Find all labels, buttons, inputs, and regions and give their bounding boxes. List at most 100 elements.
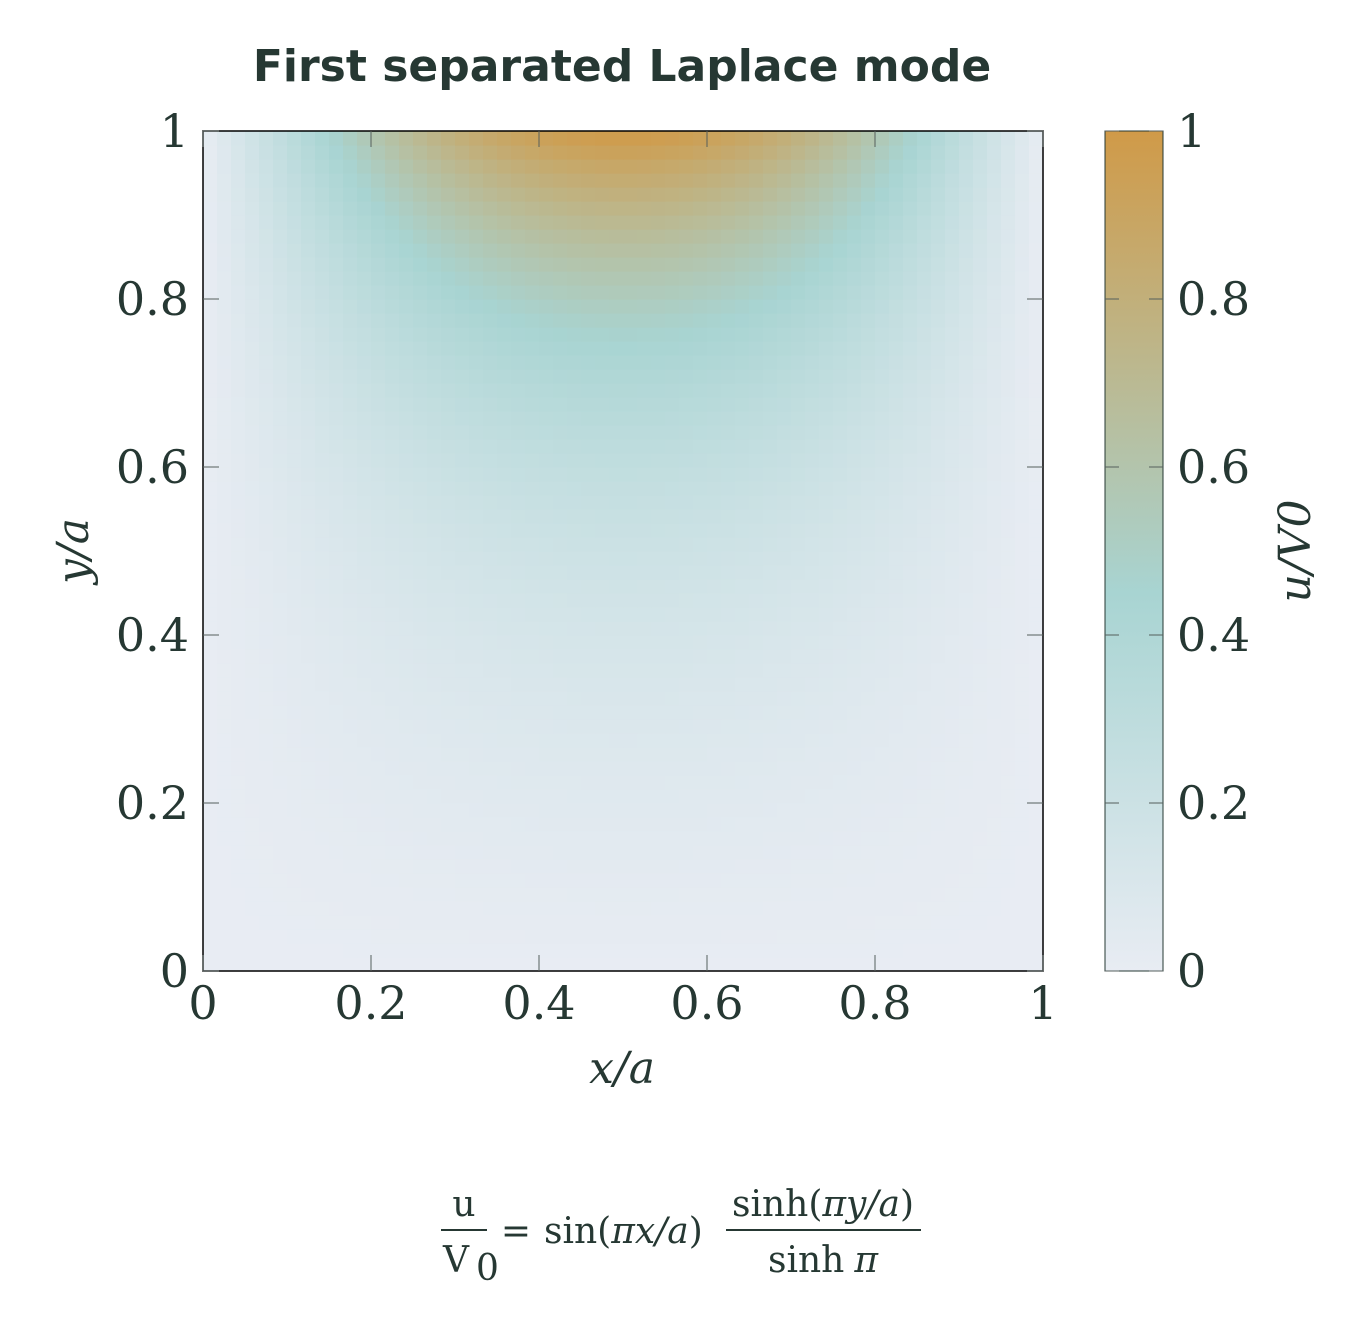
heatmap-cell xyxy=(735,509,750,524)
heatmap-cell xyxy=(763,915,778,930)
heatmap-cell xyxy=(427,551,442,566)
heatmap-cell xyxy=(217,775,232,790)
heatmap-cell xyxy=(749,705,764,720)
heatmap-cell xyxy=(917,397,932,412)
heatmap-cell xyxy=(525,271,540,286)
heatmap-cell xyxy=(1029,621,1044,636)
heatmap-cell xyxy=(357,523,372,538)
heatmap-cell xyxy=(875,761,890,776)
heatmap-cell xyxy=(245,943,260,958)
heatmap-cell xyxy=(525,509,540,524)
heatmap-cell xyxy=(329,663,344,678)
heatmap-cell xyxy=(259,831,274,846)
heatmap-cell xyxy=(483,397,498,412)
heatmap-cell xyxy=(273,943,288,958)
heatmap-cell xyxy=(329,159,344,174)
heatmap-cell xyxy=(763,873,778,888)
heatmap-cell xyxy=(287,607,302,622)
heatmap-cell xyxy=(1001,411,1016,426)
heatmap-cell xyxy=(637,579,652,594)
heatmap-cell xyxy=(1029,439,1044,454)
x-tick-label: 0.8 xyxy=(838,976,911,1030)
heatmap-cell xyxy=(539,397,554,412)
heatmap-cell xyxy=(945,145,960,160)
heatmap-cell xyxy=(749,915,764,930)
heatmap-cell xyxy=(427,397,442,412)
heatmap-cell xyxy=(651,453,666,468)
heatmap-cell xyxy=(287,201,302,216)
heatmap-cell xyxy=(441,551,456,566)
heatmap-cell xyxy=(427,957,442,972)
heatmap-cell xyxy=(987,495,1002,510)
heatmap-cell xyxy=(693,285,708,300)
heatmap-cell xyxy=(707,817,722,832)
heatmap-cell xyxy=(301,915,316,930)
heatmap-cell xyxy=(847,719,862,734)
heatmap-cell xyxy=(469,719,484,734)
heatmap-cell xyxy=(777,257,792,272)
heatmap-cell xyxy=(875,467,890,482)
heatmap-cell xyxy=(581,131,596,146)
heatmap-cell xyxy=(273,551,288,566)
heatmap-cell xyxy=(427,453,442,468)
heatmap-cell xyxy=(903,593,918,608)
heatmap-cell xyxy=(427,229,442,244)
heatmap-cell xyxy=(553,187,568,202)
heatmap-cell xyxy=(595,229,610,244)
heatmap-cell xyxy=(805,327,820,342)
heatmap-cell xyxy=(259,775,274,790)
heatmap-cell xyxy=(301,635,316,650)
heatmap-cell xyxy=(371,803,386,818)
heatmap-cell xyxy=(805,145,820,160)
heatmap-cell xyxy=(287,481,302,496)
heatmap-cell xyxy=(553,495,568,510)
heatmap-cell xyxy=(651,551,666,566)
heatmap-cell xyxy=(399,509,414,524)
heatmap-cell xyxy=(245,495,260,510)
heatmap-cell xyxy=(665,495,680,510)
heatmap-cell xyxy=(567,215,582,230)
heatmap-cell xyxy=(329,747,344,762)
heatmap-cell xyxy=(889,803,904,818)
heatmap-cell xyxy=(679,565,694,580)
heatmap-cell xyxy=(651,929,666,944)
heatmap-cell xyxy=(469,439,484,454)
heatmap-cell xyxy=(847,285,862,300)
heatmap-cell xyxy=(1015,747,1030,762)
heatmap-cell xyxy=(609,873,624,888)
heatmap-cell xyxy=(581,649,596,664)
heatmap-cell xyxy=(203,327,218,342)
heatmap-cell xyxy=(987,481,1002,496)
heatmap-cell xyxy=(539,257,554,272)
heatmap-cell xyxy=(721,425,736,440)
heatmap-cell xyxy=(805,383,820,398)
heatmap-cell xyxy=(231,943,246,958)
heatmap-cell xyxy=(203,845,218,860)
heatmap-cell xyxy=(413,845,428,860)
heatmap-cell xyxy=(651,495,666,510)
heatmap-cell xyxy=(917,439,932,454)
heatmap-cell xyxy=(455,663,470,678)
heatmap-cell xyxy=(483,257,498,272)
heatmap-cell xyxy=(511,663,526,678)
heatmap-cell xyxy=(805,901,820,916)
heatmap-cell xyxy=(665,957,680,972)
heatmap-cell xyxy=(483,929,498,944)
heatmap-cell xyxy=(931,957,946,972)
heatmap-cell xyxy=(903,761,918,776)
heatmap-cell xyxy=(343,747,358,762)
heatmap-cell xyxy=(385,677,400,692)
heatmap-cell xyxy=(385,929,400,944)
heatmap-cell xyxy=(623,229,638,244)
heatmap-cell xyxy=(1015,649,1030,664)
heatmap-cell xyxy=(581,369,596,384)
heatmap-cell xyxy=(287,621,302,636)
heatmap-cell xyxy=(623,495,638,510)
heatmap-cell xyxy=(469,369,484,384)
heatmap-cell xyxy=(581,621,596,636)
heatmap-cell xyxy=(959,201,974,216)
heatmap-cell xyxy=(371,915,386,930)
heatmap-cell xyxy=(651,285,666,300)
heatmap-cell xyxy=(987,873,1002,888)
heatmap-cell xyxy=(833,747,848,762)
